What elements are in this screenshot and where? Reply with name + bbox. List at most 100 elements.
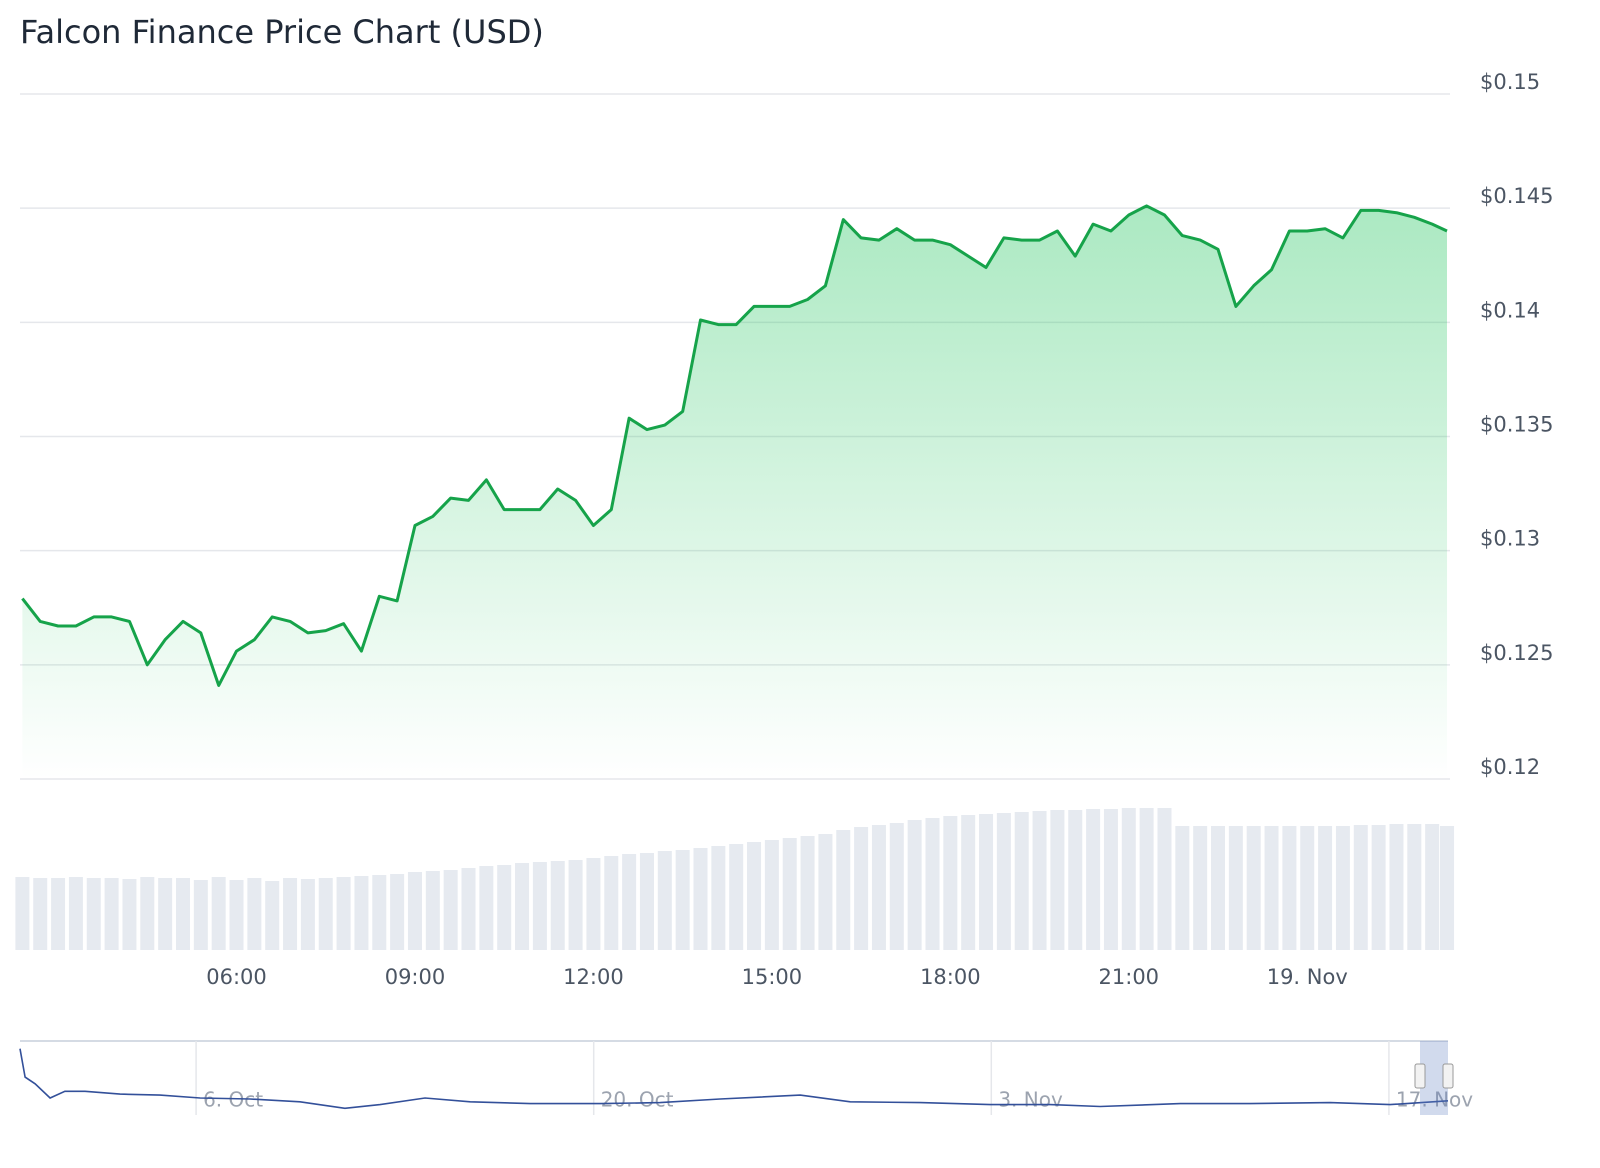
volume-bar <box>86 878 101 950</box>
volume-bar <box>1282 826 1297 950</box>
volume-bar <box>729 844 744 950</box>
navigator-tick-label: 20. Oct <box>601 1088 674 1112</box>
volume-bar <box>532 862 547 950</box>
price-area <box>22 205 1448 779</box>
x-tick-label: 19. Nov <box>1267 965 1348 989</box>
volume-bar <box>1264 826 1279 950</box>
volume-bar <box>390 874 405 950</box>
volume-bar <box>1440 826 1455 950</box>
volume-bar <box>425 871 440 950</box>
volume-bar <box>1389 824 1404 950</box>
volume-bar <box>1139 808 1154 950</box>
volume-bar <box>675 850 690 950</box>
volume-bar <box>604 856 619 950</box>
x-tick-label: 18:00 <box>920 965 981 989</box>
volume-bar <box>711 846 726 950</box>
volume-bar <box>479 866 494 950</box>
volume-bar <box>354 876 369 950</box>
volume-bar <box>1371 825 1386 950</box>
volume-bar <box>1407 824 1422 950</box>
volume-bar <box>407 872 422 950</box>
navigator-line <box>19 1048 1449 1110</box>
volume-bar <box>979 814 994 950</box>
volume-bar <box>158 878 173 950</box>
volume-bar <box>639 853 654 950</box>
volume-bar <box>854 827 869 950</box>
volume-bar <box>1086 809 1101 950</box>
volume-bar <box>1211 826 1226 950</box>
volume-bar <box>1353 825 1368 950</box>
volume-bar <box>1246 826 1261 950</box>
volume-bar <box>907 820 922 950</box>
volume-bar <box>943 816 958 950</box>
y-tick-label: $0.12 <box>1480 755 1540 779</box>
y-tick-label: $0.135 <box>1480 413 1553 437</box>
volume-bar <box>336 877 351 950</box>
x-tick-label: 09:00 <box>385 965 446 989</box>
volume-bar <box>515 863 530 950</box>
volume-bar <box>889 823 904 950</box>
volume-bar <box>122 879 137 950</box>
volume-bar <box>1335 826 1350 950</box>
volume-bar <box>265 881 280 950</box>
volume-bar <box>1228 826 1243 950</box>
x-tick-label: 06:00 <box>206 965 267 989</box>
volume-bar <box>211 877 226 950</box>
volume-bar <box>747 842 762 950</box>
navigator-tick-label: 17. Nov <box>1396 1088 1473 1112</box>
volume-bar <box>1014 812 1029 950</box>
volume-bar <box>925 818 940 950</box>
volume-bar <box>318 878 333 950</box>
x-tick-label: 21:00 <box>1099 965 1160 989</box>
x-tick-label: 15:00 <box>742 965 803 989</box>
y-tick-label: $0.145 <box>1480 184 1553 208</box>
volume-bar <box>51 878 66 950</box>
volume-bar <box>1193 826 1208 950</box>
navigator-handle[interactable] <box>1442 1063 1454 1089</box>
volume-bar <box>961 815 976 950</box>
y-tick-label: $0.125 <box>1480 641 1553 665</box>
y-tick-label: $0.14 <box>1480 298 1540 322</box>
volume-bar <box>1318 826 1333 950</box>
volume-bar <box>104 878 119 950</box>
volume-bar <box>1103 809 1118 950</box>
volume-bar <box>764 840 779 950</box>
volume-bar <box>550 861 565 950</box>
volume-bar <box>372 875 387 950</box>
volume-bar <box>568 860 583 950</box>
volume-bar <box>1050 810 1065 950</box>
volume-bar <box>836 830 851 950</box>
volume-bar <box>497 865 512 950</box>
volume-bar <box>247 878 262 950</box>
volume-bar <box>586 858 601 950</box>
volume-bar <box>996 813 1011 950</box>
volume-bar <box>140 877 155 950</box>
volume-bar <box>68 877 83 950</box>
volume-bar <box>657 851 672 950</box>
volume-bar <box>622 854 637 950</box>
x-tick-label: 12:00 <box>563 965 624 989</box>
price-line <box>21 204 1448 687</box>
volume-bar <box>1121 808 1136 950</box>
y-tick-label: $0.13 <box>1480 527 1540 551</box>
volume-bar <box>871 825 886 950</box>
chart-title: Falcon Finance Price Chart (USD) <box>20 13 544 51</box>
volume-bar <box>443 870 458 950</box>
volume-bar <box>461 868 476 950</box>
volume-bar <box>1157 808 1172 950</box>
volume-bar <box>283 878 298 950</box>
volume-bar <box>1175 826 1190 950</box>
volume-bar <box>193 880 208 950</box>
volume-bar <box>175 878 190 950</box>
navigator-tick-label: 3. Nov <box>998 1088 1063 1112</box>
volume-bar <box>693 848 708 950</box>
navigator-handle[interactable] <box>1414 1063 1426 1089</box>
volume-bar <box>1068 810 1083 950</box>
volume-bar <box>782 838 797 950</box>
volume-bar <box>1300 826 1315 950</box>
volume-bar <box>229 880 244 950</box>
volume-bar <box>300 879 315 950</box>
volume-bar <box>1032 811 1047 950</box>
volume-bar <box>800 836 815 950</box>
